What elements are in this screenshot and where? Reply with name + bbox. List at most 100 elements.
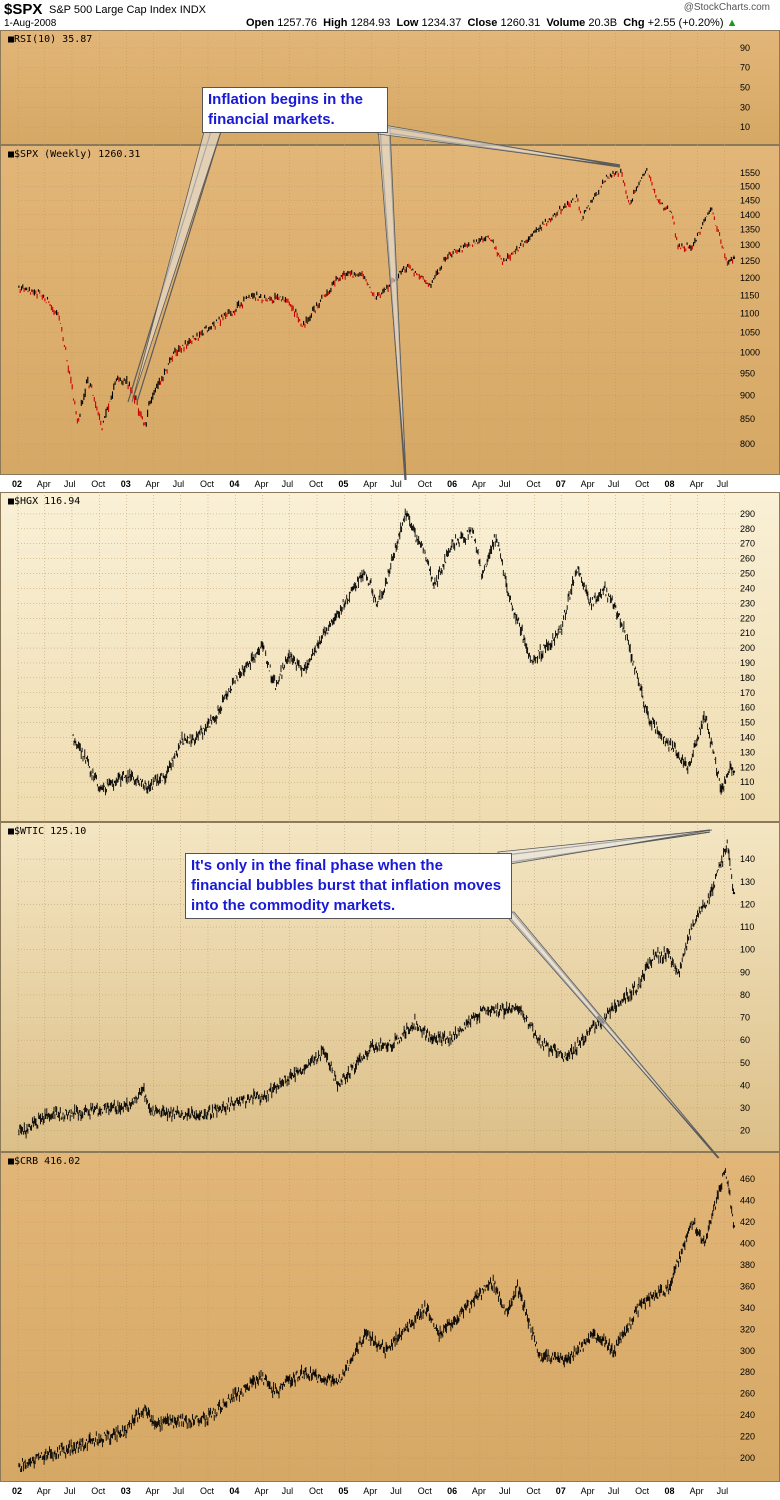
x-axis-lower-label: Jul xyxy=(390,1486,402,1496)
panel-label-hgx: ■$HGX 116.94 xyxy=(8,496,80,507)
y-tick-label-spx: 1250 xyxy=(740,256,760,266)
y-tick-label-wtic: 100 xyxy=(740,945,755,955)
x-axis-upper-label: 02 xyxy=(12,479,22,489)
x-axis-upper-label: 04 xyxy=(229,479,239,489)
callout-inflation-begins: Inflation begins in the financial market… xyxy=(202,87,388,133)
panel-hgx-background xyxy=(0,492,780,822)
x-axis-upper-label: 03 xyxy=(121,479,131,489)
y-tick-label-crb: 360 xyxy=(740,1281,755,1291)
y-tick-label-spx: 950 xyxy=(740,369,755,379)
y-tick-label-hgx: 240 xyxy=(740,583,755,593)
x-axis-lower-label: 06 xyxy=(447,1486,457,1496)
y-tick-label-crb: 300 xyxy=(740,1346,755,1356)
x-axis-upper-label: Jul xyxy=(717,479,729,489)
volume-label: Volume xyxy=(546,17,586,29)
y-tick-label-crb: 280 xyxy=(740,1367,755,1377)
x-axis-upper-label: 06 xyxy=(447,479,457,489)
last-price-marker xyxy=(732,891,736,895)
y-tick-label-spx: 1100 xyxy=(740,309,759,319)
chg-value: +2.55 (+0.20%) xyxy=(647,17,724,29)
close-value: 1260.31 xyxy=(500,17,541,29)
x-axis-upper-label: Apr xyxy=(690,479,704,489)
header-date: 1-Aug-2008 xyxy=(4,18,57,29)
x-axis-upper-label: Jul xyxy=(282,479,294,489)
x-axis-upper-label: Apr xyxy=(363,479,377,489)
y-tick-label-hgx: 130 xyxy=(740,747,755,757)
x-axis-upper-label: Oct xyxy=(526,479,541,489)
y-tick-label-spx: 1300 xyxy=(740,240,760,250)
x-axis-lower-label: Oct xyxy=(635,1486,650,1496)
y-tick-label-wtic: 120 xyxy=(740,899,755,909)
y-tick-label-hgx: 270 xyxy=(740,539,755,549)
y-tick-label-spx: 900 xyxy=(740,391,755,401)
y-tick-label-wtic: 70 xyxy=(740,1013,750,1023)
x-axis-upper-label: Jul xyxy=(64,479,76,489)
x-axis-lower-label: Apr xyxy=(690,1486,704,1496)
y-tick-label-spx: 1000 xyxy=(740,348,760,358)
y-tick-label-wtic: 110 xyxy=(740,922,754,932)
y-tick-label-hgx: 220 xyxy=(740,613,755,623)
x-axis-lower-label: Jul xyxy=(608,1486,620,1496)
y-tick-label-crb: 380 xyxy=(740,1260,755,1270)
y-tick-label-hgx: 150 xyxy=(740,718,755,728)
y-tick-label-rsi: 30 xyxy=(740,102,750,112)
y-tick-label-spx: 1350 xyxy=(740,225,760,235)
y-tick-label-spx: 1200 xyxy=(740,273,760,283)
y-tick-label-spx: 800 xyxy=(740,439,755,449)
y-tick-label-spx: 1500 xyxy=(740,182,760,192)
y-tick-label-crb: 320 xyxy=(740,1324,755,1334)
x-axis-lower-label: Apr xyxy=(363,1486,377,1496)
y-tick-label-rsi: 90 xyxy=(740,43,750,53)
y-tick-label-wtic: 130 xyxy=(740,877,755,887)
y-tick-label-hgx: 100 xyxy=(740,792,755,802)
y-tick-label-crb: 400 xyxy=(740,1239,755,1249)
y-tick-label-spx: 1450 xyxy=(740,195,760,205)
x-axis-upper-label: Apr xyxy=(145,479,159,489)
x-axis-upper-label: Oct xyxy=(418,479,433,489)
x-axis-lower-label: Apr xyxy=(145,1486,159,1496)
y-tick-label-hgx: 260 xyxy=(740,554,755,564)
x-axis-upper-label: 08 xyxy=(664,479,674,489)
x-axis-lower-label: 04 xyxy=(229,1486,239,1496)
chg-label: Chg xyxy=(623,17,645,29)
y-tick-label-wtic: 30 xyxy=(740,1103,750,1113)
y-tick-label-hgx: 160 xyxy=(740,703,755,713)
y-tick-label-spx: 1050 xyxy=(740,328,760,338)
header-index-name: S&P 500 Large Cap Index INDX xyxy=(49,4,206,16)
stockcharts-watermark: @StockCharts.com xyxy=(683,2,770,13)
x-axis-lower-label: Apr xyxy=(581,1486,595,1496)
y-tick-label-crb: 260 xyxy=(740,1389,755,1399)
last-price-marker xyxy=(732,770,736,773)
panel-crb-background xyxy=(0,1152,780,1482)
x-axis-lower-label: Jul xyxy=(282,1486,294,1496)
x-axis-upper-label: 07 xyxy=(556,479,566,489)
volume-value: 20.3B xyxy=(588,17,618,29)
y-tick-label-hgx: 210 xyxy=(740,628,755,638)
x-axis-lower-label: Oct xyxy=(200,1486,215,1496)
x-axis-upper-label: Oct xyxy=(635,479,650,489)
x-axis-upper-label: Jul xyxy=(499,479,511,489)
y-tick-label-crb: 340 xyxy=(740,1303,755,1313)
x-axis-lower-strip xyxy=(0,1482,780,1499)
y-tick-label-hgx: 110 xyxy=(740,777,754,787)
chart-header: $SPX S&P 500 Large Cap Index INDX 1-Aug-… xyxy=(0,0,780,30)
x-axis-upper-label: Oct xyxy=(200,479,215,489)
x-axis-lower-label: 07 xyxy=(556,1486,566,1496)
x-axis-upper-label: Jul xyxy=(608,479,620,489)
callout-final-phase: It's only in the final phase when the fi… xyxy=(185,853,512,919)
x-axis-upper-strip xyxy=(0,475,780,492)
series-spx xyxy=(18,167,736,431)
y-tick-label-hgx: 190 xyxy=(740,658,755,668)
x-axis-upper-label: Oct xyxy=(309,479,324,489)
x-axis-lower-label: Apr xyxy=(472,1486,486,1496)
y-tick-label-spx: 1150 xyxy=(740,290,759,300)
x-axis-upper-label: Jul xyxy=(390,479,402,489)
panel-label-crb: ■$CRB 416.02 xyxy=(8,1156,80,1167)
y-tick-label-hgx: 200 xyxy=(740,643,755,653)
low-label: Low xyxy=(396,17,419,29)
close-label: Close xyxy=(467,17,498,29)
header-name-text: S&P 500 Large Cap Index xyxy=(49,4,177,16)
x-axis-lower-label: Jul xyxy=(64,1486,76,1496)
x-axis-upper-label: 05 xyxy=(338,479,348,489)
x-axis-lower-label: Jul xyxy=(173,1486,185,1496)
